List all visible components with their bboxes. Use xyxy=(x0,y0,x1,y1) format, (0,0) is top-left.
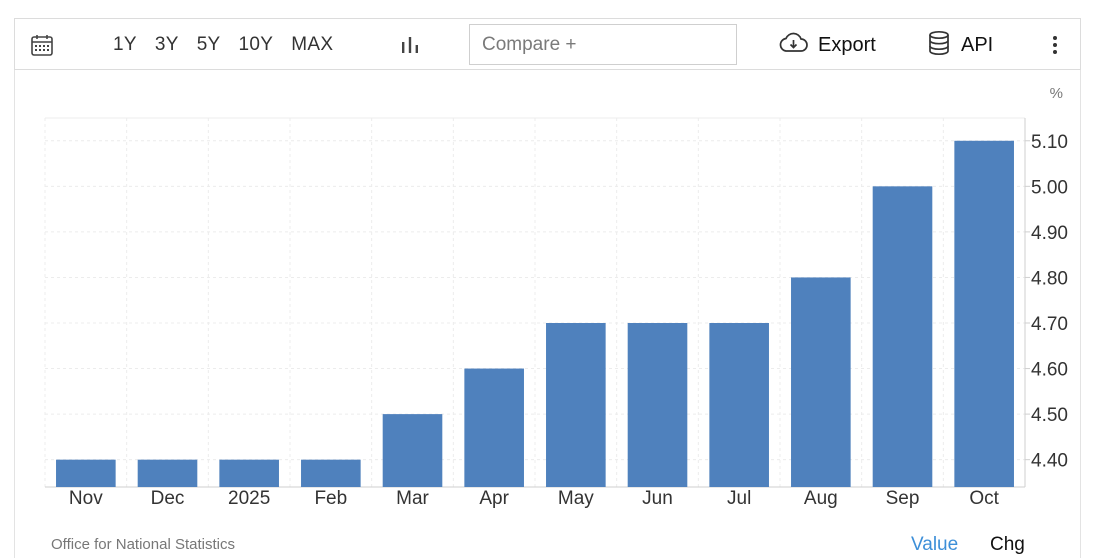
chart-grid xyxy=(44,117,1026,488)
x-tick-label: Oct xyxy=(969,488,999,509)
y-tick-label: 4.50 xyxy=(1031,405,1068,426)
x-tick-label: Apr xyxy=(479,488,509,509)
x-tick-label: Dec xyxy=(151,488,185,509)
x-tick-label: Mar xyxy=(396,488,429,509)
range-max-button[interactable]: MAX xyxy=(285,34,339,56)
database-icon xyxy=(927,30,951,61)
api-label: API xyxy=(961,33,994,56)
chart-bars xyxy=(56,140,1014,488)
range-1y-button[interactable]: 1Y xyxy=(107,34,143,56)
bar-2025[interactable] xyxy=(219,459,279,487)
y-tick-label: 4.40 xyxy=(1031,451,1068,472)
bar-chart-icon[interactable] xyxy=(399,19,421,71)
range-3y-button[interactable]: 3Y xyxy=(149,34,185,56)
y-axis-unit: % xyxy=(1050,85,1063,102)
chart-toolbar: 1Y 3Y 5Y 10Y MAX Export xyxy=(14,18,1081,70)
bar-mar[interactable] xyxy=(382,414,443,487)
y-tick-label: 5.10 xyxy=(1031,132,1068,153)
x-tick-label: Aug xyxy=(804,488,838,509)
cloud-download-icon xyxy=(778,32,808,59)
calendar-icon[interactable] xyxy=(29,19,55,71)
x-tick-label: 2025 xyxy=(228,488,270,509)
y-tick-label: 4.70 xyxy=(1031,314,1068,335)
x-tick-label: May xyxy=(558,488,594,509)
api-button[interactable]: API xyxy=(927,19,993,71)
export-label: Export xyxy=(818,33,876,56)
bar-apr[interactable] xyxy=(464,368,524,487)
x-tick-label: Feb xyxy=(314,488,347,509)
bar-oct[interactable] xyxy=(954,140,1014,487)
bar-dec[interactable] xyxy=(137,459,198,487)
bar-jun[interactable] xyxy=(627,323,688,487)
range-10y-button[interactable]: 10Y xyxy=(233,34,280,56)
y-tick-label: 4.60 xyxy=(1031,360,1068,381)
x-tick-label: Jul xyxy=(727,488,751,509)
bar-sep[interactable] xyxy=(872,186,933,488)
x-tick-label: Sep xyxy=(886,488,920,509)
y-axis-ticks: 4.40 4.50 4.60 4.70 4.80 4.90 5.00 5.10 xyxy=(1025,132,1068,472)
source-label: Office for National Statistics xyxy=(51,536,235,553)
y-tick-label: 4.80 xyxy=(1031,268,1068,289)
value-toggle-button[interactable]: Value xyxy=(911,534,959,555)
x-tick-label: Jun xyxy=(642,488,673,509)
export-button[interactable]: Export xyxy=(778,19,876,71)
compare-input[interactable] xyxy=(469,24,737,65)
x-tick-label: Nov xyxy=(69,488,103,509)
y-tick-label: 4.90 xyxy=(1031,223,1068,244)
bar-jul[interactable] xyxy=(709,323,769,487)
y-tick-label: 5.00 xyxy=(1031,177,1068,198)
more-vertical-icon[interactable] xyxy=(1045,19,1065,71)
range-5y-button[interactable]: 5Y xyxy=(191,34,227,56)
chg-toggle-button[interactable]: Chg xyxy=(990,534,1025,555)
bar-nov[interactable] xyxy=(56,459,116,487)
bar-feb[interactable] xyxy=(301,459,361,487)
bar-aug[interactable] xyxy=(791,277,851,487)
range-selector: 1Y 3Y 5Y 10Y MAX xyxy=(107,19,345,71)
bar-may[interactable] xyxy=(546,323,606,487)
x-axis-ticks: Nov Dec 2025 Feb Mar Apr May Jun Jul Aug Sep Oct xyxy=(69,488,1000,509)
